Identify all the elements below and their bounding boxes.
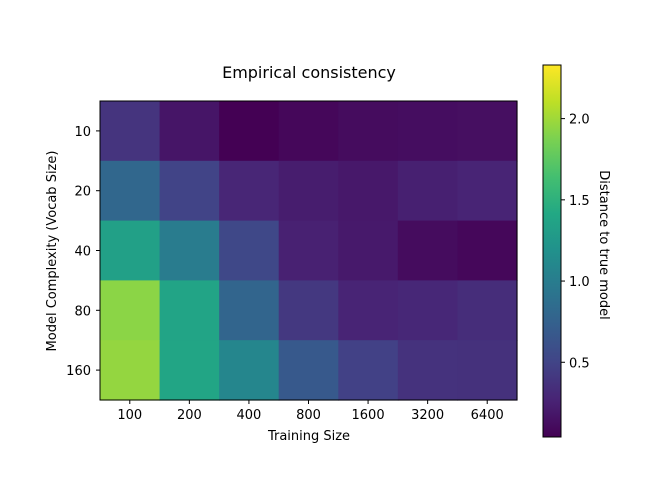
colorbar-label: Distance to true model bbox=[596, 170, 611, 319]
heatmap-cell bbox=[219, 160, 280, 222]
heatmap-cell bbox=[100, 220, 161, 281]
heatmap-cell bbox=[159, 101, 220, 162]
y-axis-label: Model Complexity (Vocab Size) bbox=[45, 151, 60, 352]
x-tick-label: 800 bbox=[296, 408, 321, 423]
heatmap-cell bbox=[338, 160, 399, 222]
x-tick-label: 200 bbox=[177, 408, 202, 423]
heatmap-cell bbox=[100, 340, 161, 401]
heatmap-cell bbox=[338, 101, 399, 162]
heatmap-cell bbox=[278, 280, 339, 341]
x-tick-label: 6400 bbox=[471, 408, 504, 423]
x-axis-label: Training Size bbox=[267, 429, 350, 444]
colorbar-tick-label: 2.0 bbox=[569, 113, 590, 128]
heatmap-cell bbox=[397, 280, 459, 341]
heatmap-cell bbox=[159, 160, 220, 222]
heatmap-cell bbox=[457, 101, 518, 162]
y-tick-label: 10 bbox=[74, 125, 91, 140]
heatmap-cell bbox=[397, 340, 459, 401]
heatmap-cell bbox=[100, 160, 161, 222]
heatmap-cell bbox=[278, 160, 339, 222]
colorbar bbox=[542, 64, 562, 438]
colorbar-tick-label: 1.5 bbox=[569, 194, 590, 209]
heatmap-cell bbox=[219, 220, 280, 281]
heatmap-cells bbox=[100, 101, 518, 401]
heatmap-cell bbox=[457, 340, 518, 401]
heatmap-cell bbox=[159, 220, 220, 281]
chart-title: Empirical consistency bbox=[222, 63, 396, 82]
x-axis-ticks: 100 200 400 800 1600 3200 6400 bbox=[117, 400, 504, 423]
heatmap-cell bbox=[338, 340, 399, 401]
colorbar-tick-label: 0.5 bbox=[569, 356, 590, 371]
y-tick-label: 160 bbox=[66, 364, 91, 379]
heatmap-cell bbox=[457, 160, 518, 222]
heatmap-cell bbox=[278, 340, 339, 401]
heatmap-cell bbox=[397, 101, 459, 162]
y-tick-label: 80 bbox=[74, 304, 91, 319]
heatmap-cell bbox=[397, 220, 459, 281]
colorbar-tick-label: 1.0 bbox=[569, 275, 590, 290]
heatmap-cell bbox=[338, 280, 399, 341]
heatmap-cell bbox=[159, 280, 220, 341]
heatmap-cell bbox=[457, 280, 518, 341]
y-tick-label: 40 bbox=[74, 245, 91, 260]
heatmap-cell bbox=[397, 160, 459, 222]
heatmap-cell bbox=[219, 340, 280, 401]
x-tick-label: 1600 bbox=[352, 408, 385, 423]
heatmap-cell bbox=[219, 101, 280, 162]
x-tick-label: 3200 bbox=[411, 408, 444, 423]
heatmap-cell bbox=[159, 340, 220, 401]
y-tick-label: 20 bbox=[74, 185, 91, 200]
y-axis-ticks: 10 20 40 80 160 bbox=[66, 125, 100, 379]
heatmap-cell bbox=[457, 220, 518, 281]
heatmap-cell bbox=[278, 220, 339, 281]
x-tick-label: 100 bbox=[117, 408, 142, 423]
heatmap-cell bbox=[338, 220, 399, 281]
heatmap-cell bbox=[278, 101, 339, 162]
heatmap-cell bbox=[100, 101, 161, 162]
heatmap-cell bbox=[100, 280, 161, 341]
colorbar-ticks: 0.5 1.0 1.5 2.0 bbox=[561, 113, 590, 371]
x-tick-label: 400 bbox=[237, 408, 262, 423]
heatmap-cell bbox=[219, 280, 280, 341]
